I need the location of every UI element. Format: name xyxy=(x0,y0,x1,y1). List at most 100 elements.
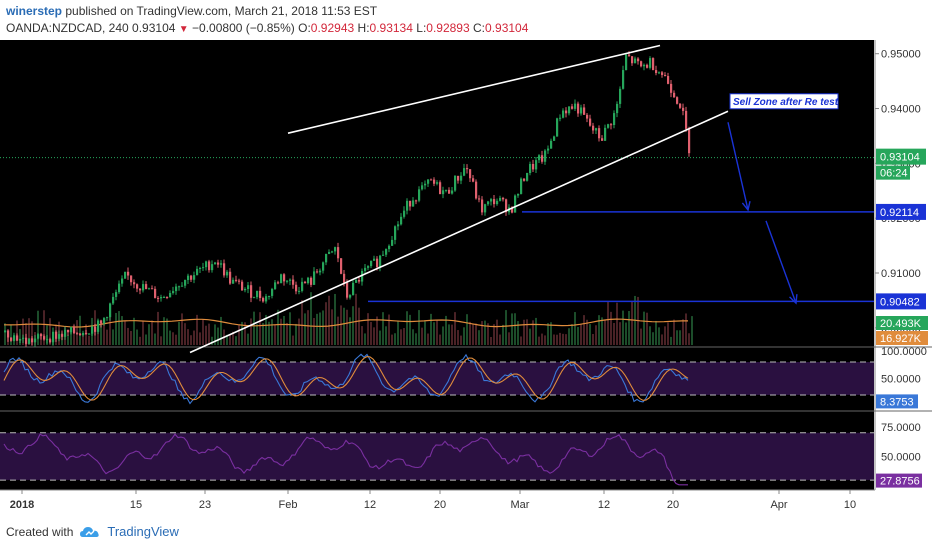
candle-body xyxy=(289,279,292,281)
forecast-arrow-head xyxy=(741,201,751,212)
candle-body xyxy=(358,280,361,282)
volume-bar xyxy=(655,320,657,345)
volume-bar xyxy=(376,316,378,345)
volume-bar xyxy=(676,330,678,345)
candle-body xyxy=(271,288,274,296)
candle-body xyxy=(43,336,46,340)
volume-bar xyxy=(631,301,633,345)
candle-body xyxy=(436,182,439,184)
volume-bar xyxy=(472,324,474,345)
volume-bar xyxy=(547,323,549,345)
volume-bar xyxy=(571,324,573,345)
volume-bar xyxy=(526,319,528,345)
candle-body xyxy=(157,297,160,299)
publisher-username[interactable]: winerstep xyxy=(6,4,63,18)
close-value: 0.93104 xyxy=(485,21,529,35)
channel-lower-line xyxy=(189,110,729,354)
volume-bar xyxy=(154,333,156,345)
candle-body xyxy=(340,258,343,274)
price-change: −0.00800 (−0.85%) xyxy=(192,21,295,35)
candle-body xyxy=(160,297,163,299)
stochastic-tick-label: 100.0000 xyxy=(881,346,927,358)
volume-bar xyxy=(646,312,648,345)
volume-bar xyxy=(610,311,612,345)
level-price-label: 0.92114 xyxy=(880,207,919,219)
volume-bar xyxy=(28,318,30,345)
volume-ma-value-label: 16.927K xyxy=(880,333,922,345)
volume-bar xyxy=(184,323,186,345)
volume-bar xyxy=(364,333,366,345)
volume-bar xyxy=(451,324,453,345)
candle-body xyxy=(550,140,553,149)
volume-bar xyxy=(37,310,39,345)
candle-body xyxy=(400,216,403,225)
volume-bar xyxy=(283,315,285,345)
volume-bar xyxy=(442,326,444,345)
volume-bar xyxy=(4,323,6,345)
stochastic-k-line xyxy=(3,353,689,405)
candle-body xyxy=(373,258,376,261)
volume-bar xyxy=(682,319,684,345)
candle-body xyxy=(244,289,247,291)
candle-body xyxy=(469,169,472,179)
volume-bar xyxy=(259,312,261,345)
candle-body xyxy=(118,283,121,293)
candle-body xyxy=(556,118,559,137)
candle-body xyxy=(241,281,244,291)
candle-body xyxy=(418,189,421,201)
candle-body xyxy=(130,275,133,283)
candle-body xyxy=(217,262,220,265)
volume-bar xyxy=(250,318,252,345)
volume-bar xyxy=(385,326,387,345)
volume-bar xyxy=(10,324,12,345)
candle-body xyxy=(535,160,538,170)
candle-body xyxy=(628,54,631,57)
volume-bar xyxy=(679,330,681,345)
volume-bar xyxy=(316,313,318,345)
candle-body xyxy=(490,199,493,202)
volume-bar xyxy=(490,336,492,345)
volume-bar xyxy=(208,323,210,345)
candle-body xyxy=(151,288,154,290)
volume-bar xyxy=(16,320,18,345)
volume-bar xyxy=(160,336,162,345)
volume-value-label: 20.493K xyxy=(880,318,922,330)
volume-bar xyxy=(673,319,675,345)
high-label: H: xyxy=(357,21,370,35)
candle-body xyxy=(475,181,478,199)
candle-body xyxy=(355,280,358,283)
stochastic-last-label: 8.3753 xyxy=(880,396,914,408)
time-tick-label: 15 xyxy=(130,499,142,511)
candle-body xyxy=(70,327,73,333)
volume-bar xyxy=(67,334,69,345)
volume-bars xyxy=(4,292,693,345)
tradingview-brand[interactable]: TradingView xyxy=(107,524,179,539)
candle-body xyxy=(10,337,13,341)
volume-bar xyxy=(295,323,297,345)
volume-bar xyxy=(478,330,480,345)
candle-body xyxy=(184,279,187,286)
candle-body xyxy=(625,54,628,71)
price-chart[interactable]: 2018 15 23 Feb 12 20 Mar 12 20 Apr 10 0.95000 0.9400… xyxy=(0,40,932,520)
volume-bar xyxy=(229,334,231,345)
candle-body xyxy=(433,179,436,184)
volume-bar xyxy=(550,322,552,345)
volume-bar xyxy=(46,325,48,345)
candle-body xyxy=(589,118,592,126)
volume-bar xyxy=(688,333,690,345)
candle-body xyxy=(646,64,649,68)
candle-body xyxy=(322,262,325,271)
candle-body xyxy=(259,290,262,298)
price-axis-background xyxy=(875,40,932,490)
candle-body xyxy=(676,97,679,104)
candle-body xyxy=(31,338,34,343)
candle-body xyxy=(466,168,469,170)
candle-body xyxy=(169,293,172,298)
candle-body xyxy=(460,175,463,181)
down-arrow-icon: ▼ xyxy=(178,24,189,35)
volume-bar xyxy=(568,328,570,345)
volume-bar xyxy=(667,322,669,345)
candle-body xyxy=(685,110,688,129)
candle-body xyxy=(250,285,253,298)
volume-bar xyxy=(325,302,327,345)
